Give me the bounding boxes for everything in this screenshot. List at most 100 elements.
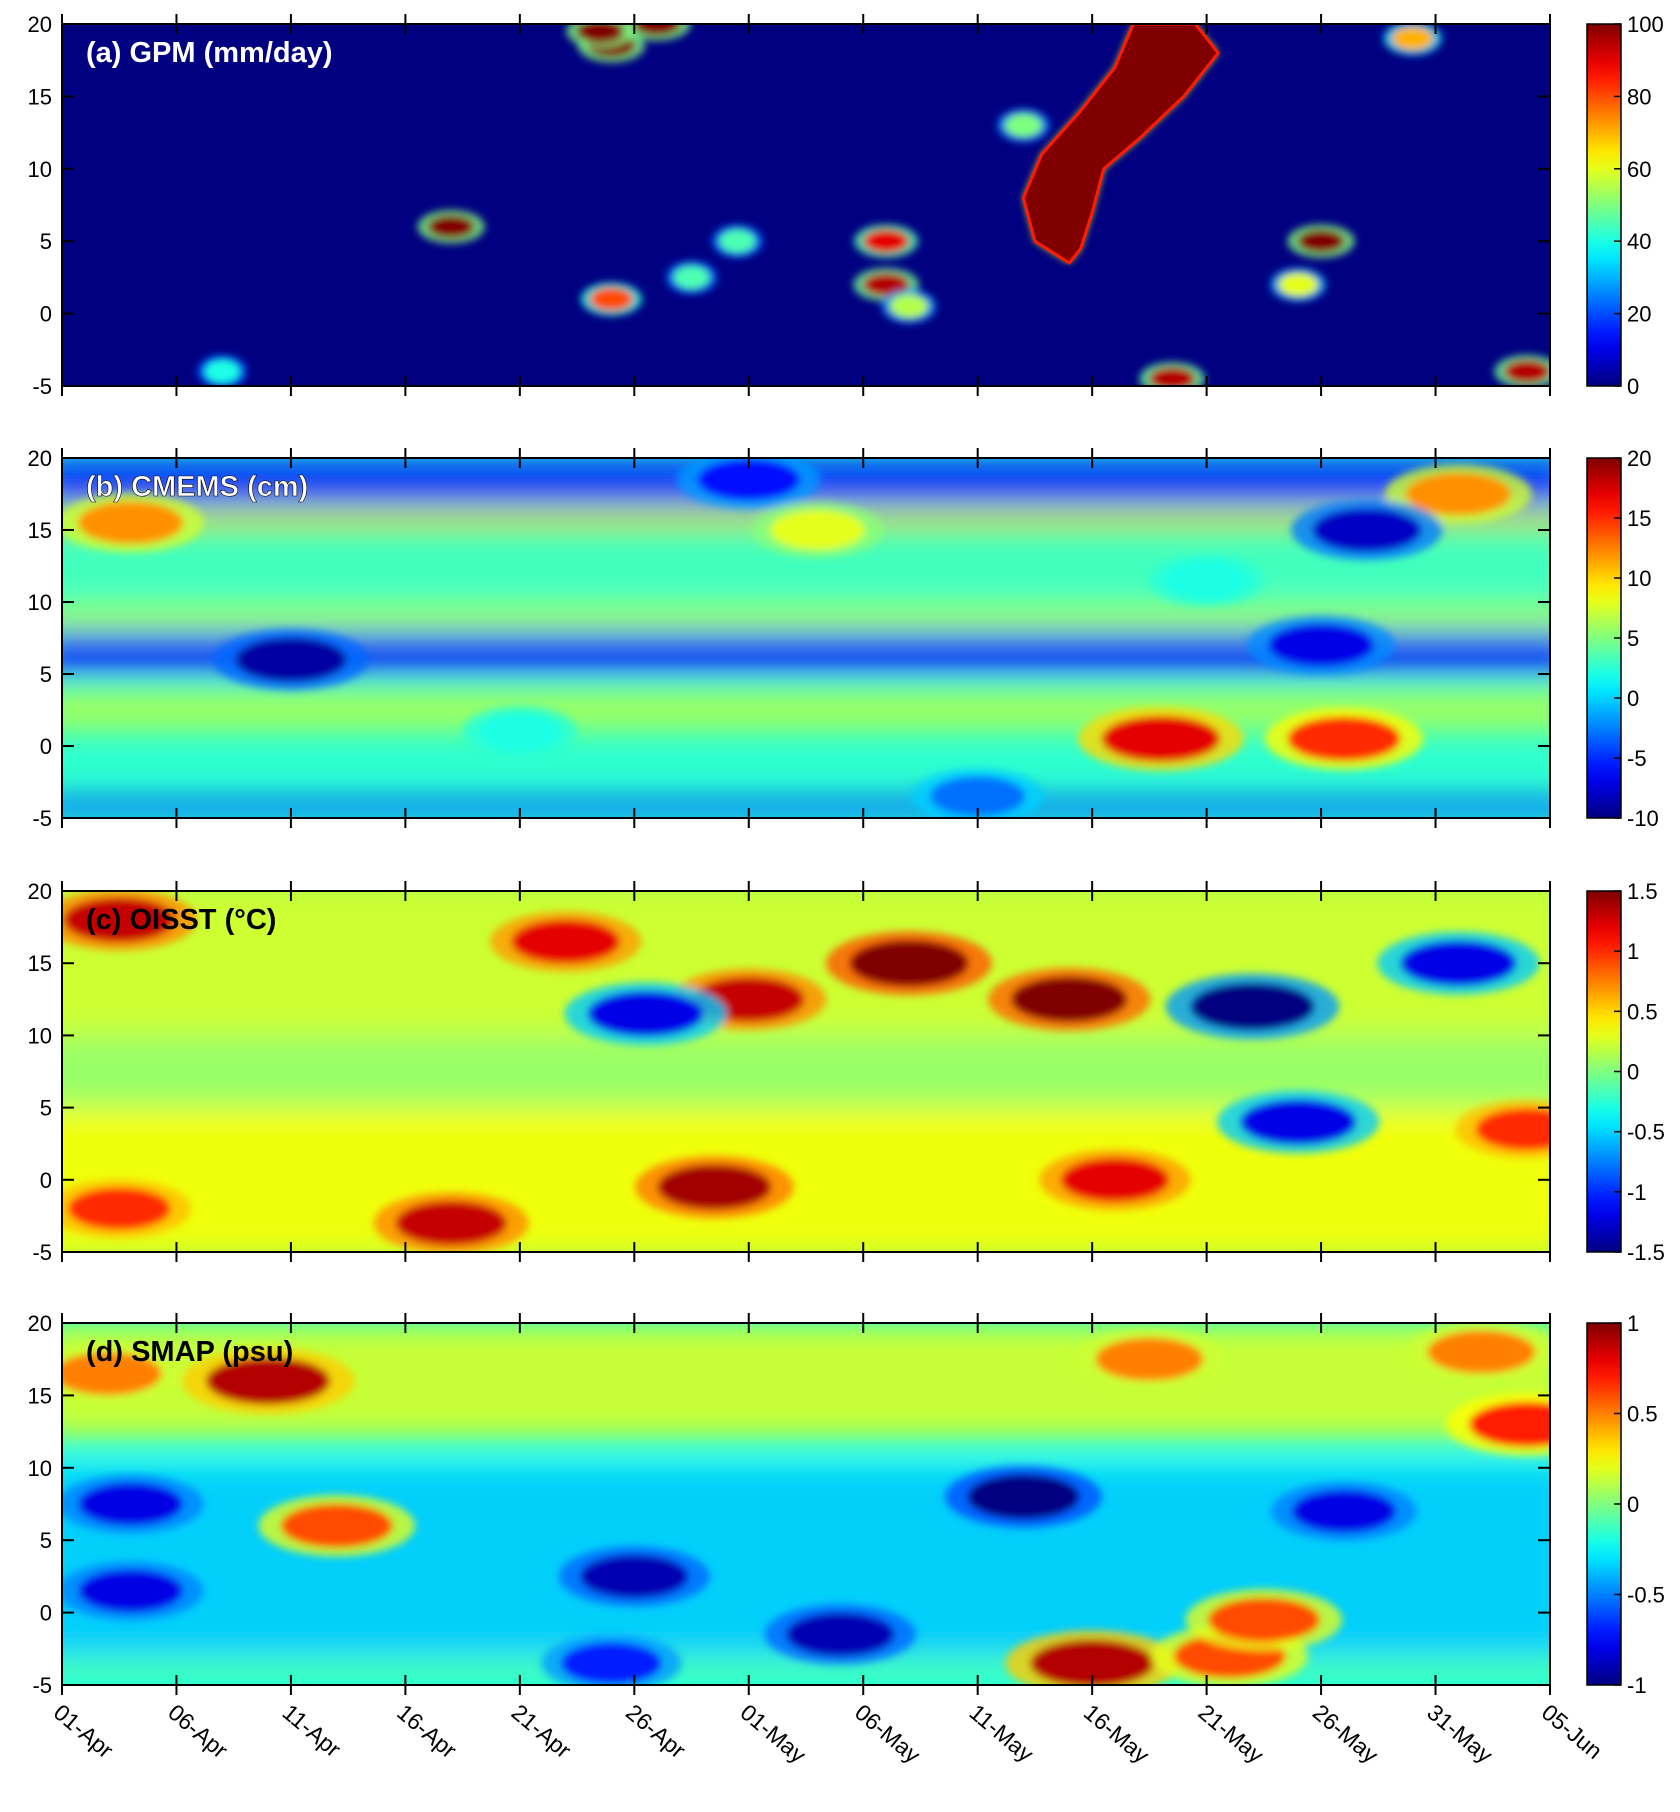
y-tick-label: 10: [28, 1023, 52, 1048]
heatmap-blob: [1165, 562, 1248, 599]
heatmap-blob: [1427, 1330, 1536, 1374]
x-tick-label: 11-Apr: [278, 1699, 347, 1762]
heatmap-blob: [1061, 1158, 1170, 1202]
heatmap-blob: [561, 1642, 662, 1684]
heatmap-blob: [206, 1357, 331, 1405]
heatmap-blob: [479, 713, 561, 750]
panel-3: 20 15 10 5 0 -5 (c) OISST (°C) 1.5 1 0.5 0 -0.5 -1 -1…: [28, 879, 1665, 1265]
heatmap-blob: [1469, 1401, 1550, 1447]
heatmap-blob: [580, 1554, 689, 1598]
colorbar-tick-label: 10: [1627, 566, 1651, 591]
x-tick-label: 01-Apr: [49, 1699, 119, 1764]
heatmap-blob: [395, 1201, 507, 1245]
y-tick-label: 0: [40, 1601, 52, 1626]
heatmap-area: [62, 458, 1550, 818]
y-tick-label: 0: [40, 1168, 52, 1193]
heatmap-blob: [633, 24, 682, 36]
panel-title: (d) SMAP (psu): [86, 1336, 293, 1368]
colorbar-tick-label: 1.5: [1627, 879, 1658, 904]
y-tick-label: 10: [28, 590, 52, 615]
heatmap-blob: [1287, 716, 1401, 761]
heatmap-area: [62, 891, 1550, 1252]
heatmap-blob: [575, 24, 624, 44]
heatmap-blob: [1101, 716, 1221, 762]
heatmap-background: [62, 24, 1550, 386]
y-tick-label: 15: [28, 951, 52, 976]
y-tick-label: 5: [40, 229, 52, 254]
heatmap-blob: [511, 920, 620, 964]
colorbar-tick-label: 1: [1627, 1311, 1639, 1336]
colorbar-tick-label: 1: [1627, 939, 1639, 964]
y-tick-label: 5: [40, 662, 52, 687]
colorbar-tick-label: 60: [1627, 157, 1651, 182]
colorbar-tick-label: -1: [1627, 1673, 1647, 1698]
axes-frame: [61, 23, 1551, 387]
colorbar-tick-label: 80: [1627, 84, 1651, 109]
heatmap-blob: [1190, 983, 1315, 1031]
heatmap-blob: [1291, 1490, 1396, 1533]
y-tick-label: 10: [28, 1456, 52, 1481]
y-tick-label: 15: [28, 84, 52, 109]
panel-title: (a) GPM (mm/day): [86, 37, 333, 69]
colorbar-tick-label: 15: [1627, 506, 1651, 531]
y-tick-label: -5: [32, 374, 52, 399]
y-tick-label: 20: [28, 12, 52, 37]
axes-frame: [61, 890, 1551, 1253]
panel-title: (b) CMEMS (cm): [86, 471, 308, 503]
heatmap-blob: [786, 1612, 895, 1656]
x-tick-label: 16-Apr: [392, 1699, 462, 1764]
x-tick-label: 26-May: [1308, 1699, 1384, 1769]
colorbar-tick-label: 100: [1627, 12, 1664, 37]
heatmap-blob: [1004, 113, 1043, 138]
heatmap-blob: [280, 1503, 393, 1548]
x-tick-label: 26-Apr: [621, 1699, 691, 1764]
heatmap-blob: [589, 287, 634, 312]
heatmap-blob: [889, 294, 929, 319]
colorbar-tick-label: -1: [1627, 1180, 1647, 1205]
x-tick-label: 31-May: [1422, 1699, 1498, 1769]
heatmap-blob: [63, 898, 175, 942]
heatmap-blob: [427, 214, 476, 239]
x-tick-label: 21-Apr: [507, 1699, 577, 1764]
colorbar-tick-label: 40: [1627, 229, 1651, 254]
heatmap-blob: [1312, 508, 1421, 552]
x-tick-label: 11-May: [964, 1699, 1039, 1767]
colorbar-tick-label: -0.5: [1627, 1583, 1665, 1608]
y-tick-label: -5: [32, 1240, 52, 1265]
heatmap-band: [62, 796, 1550, 818]
heatmap-blob: [1503, 359, 1550, 384]
y-tick-label: 0: [40, 302, 52, 327]
colorbar-tick-label: 0: [1627, 1060, 1639, 1085]
y-tick-label: 0: [40, 734, 52, 759]
heatmap-blob: [1391, 26, 1434, 51]
heatmap-blob: [1030, 1639, 1155, 1685]
x-tick-label: 05-Jun: [1537, 1699, 1608, 1764]
rain-band: [1021, 24, 1221, 265]
axes-frame: [61, 457, 1551, 819]
colorbar-tick-label: 20: [1627, 302, 1651, 327]
heatmap-blob: [967, 1474, 1080, 1519]
x-tick-label: 21-May: [1193, 1699, 1269, 1769]
heatmap-blob: [673, 265, 711, 290]
panel-1: 20 15 10 5 0 -5 (a) GPM (mm/day) 100 80 60 40 20 0: [28, 12, 1664, 399]
heatmap-blob: [1400, 940, 1517, 986]
heatmap-band: [62, 558, 1550, 588]
colorbar-tick-label: 0.5: [1627, 1402, 1658, 1427]
axes-frame: [61, 1322, 1551, 1686]
panel-2: 20 15 10 5 0 -5 (b) CMEMS (cm) 20 15 10 5 0 -5 -10: [28, 446, 1659, 831]
colorbar-tick-label: -10: [1627, 806, 1659, 831]
heatmap-blob: [1268, 624, 1374, 667]
y-tick-label: 20: [28, 446, 52, 471]
colorbar-tick-label: 0: [1627, 686, 1639, 711]
heatmap-blob: [1207, 1597, 1320, 1642]
heatmap-blob: [235, 637, 347, 682]
heatmap-blob: [78, 1569, 183, 1612]
colorbar-tick-label: -5: [1627, 746, 1647, 771]
heatmap-blob: [1405, 472, 1511, 516]
heatmap-blob: [1297, 229, 1346, 254]
y-tick-label: 15: [28, 1383, 52, 1408]
y-tick-label: 5: [40, 1096, 52, 1121]
heatmap-blob: [770, 510, 865, 550]
colorbar-tick-label: 5: [1627, 626, 1639, 651]
